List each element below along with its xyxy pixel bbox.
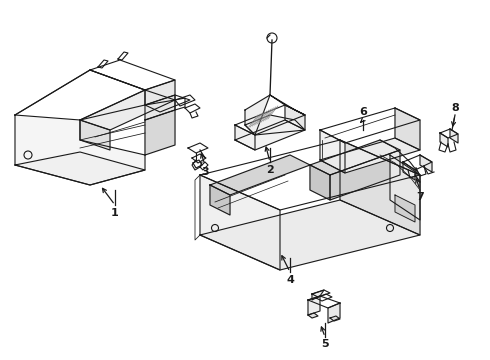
Polygon shape [270, 95, 305, 115]
Polygon shape [390, 155, 420, 220]
Polygon shape [235, 125, 255, 150]
Polygon shape [210, 155, 310, 195]
Polygon shape [145, 95, 175, 120]
Polygon shape [395, 108, 420, 150]
Text: 7: 7 [416, 192, 424, 202]
Polygon shape [192, 154, 206, 163]
Polygon shape [285, 105, 305, 130]
Polygon shape [308, 313, 318, 318]
Polygon shape [312, 290, 330, 297]
Polygon shape [440, 129, 458, 138]
Polygon shape [235, 120, 305, 150]
Polygon shape [200, 140, 420, 210]
Polygon shape [440, 133, 448, 147]
Polygon shape [193, 160, 202, 168]
Polygon shape [145, 95, 190, 112]
Text: 4: 4 [286, 275, 294, 285]
Polygon shape [330, 316, 340, 321]
Polygon shape [200, 200, 420, 270]
Polygon shape [245, 95, 270, 135]
Polygon shape [188, 143, 208, 153]
Polygon shape [210, 185, 230, 215]
Polygon shape [145, 80, 175, 105]
Text: 5: 5 [321, 339, 329, 349]
Polygon shape [80, 90, 175, 130]
Polygon shape [80, 120, 110, 150]
Polygon shape [310, 165, 330, 200]
Text: 6: 6 [359, 107, 367, 117]
Polygon shape [310, 140, 400, 175]
Polygon shape [145, 110, 175, 155]
Polygon shape [90, 60, 175, 90]
Polygon shape [118, 52, 128, 60]
Polygon shape [450, 129, 458, 143]
Polygon shape [308, 296, 340, 308]
Polygon shape [320, 130, 345, 173]
Polygon shape [403, 155, 432, 170]
Polygon shape [98, 60, 108, 68]
Polygon shape [175, 95, 195, 106]
Polygon shape [420, 155, 432, 172]
Polygon shape [200, 175, 280, 270]
Polygon shape [235, 105, 305, 135]
Polygon shape [15, 70, 145, 120]
Polygon shape [403, 162, 415, 180]
Polygon shape [395, 195, 415, 222]
Text: 2: 2 [266, 165, 274, 175]
Text: 8: 8 [451, 103, 459, 113]
Polygon shape [320, 138, 420, 173]
Polygon shape [15, 70, 145, 185]
Polygon shape [245, 115, 305, 135]
Polygon shape [320, 108, 420, 143]
Polygon shape [316, 294, 332, 301]
Polygon shape [308, 296, 320, 315]
Text: 1: 1 [111, 208, 119, 218]
Polygon shape [312, 290, 324, 300]
Polygon shape [330, 150, 400, 200]
Polygon shape [15, 152, 145, 185]
Polygon shape [185, 104, 200, 113]
Polygon shape [328, 303, 340, 323]
Text: 3: 3 [201, 167, 209, 177]
Polygon shape [340, 140, 420, 235]
